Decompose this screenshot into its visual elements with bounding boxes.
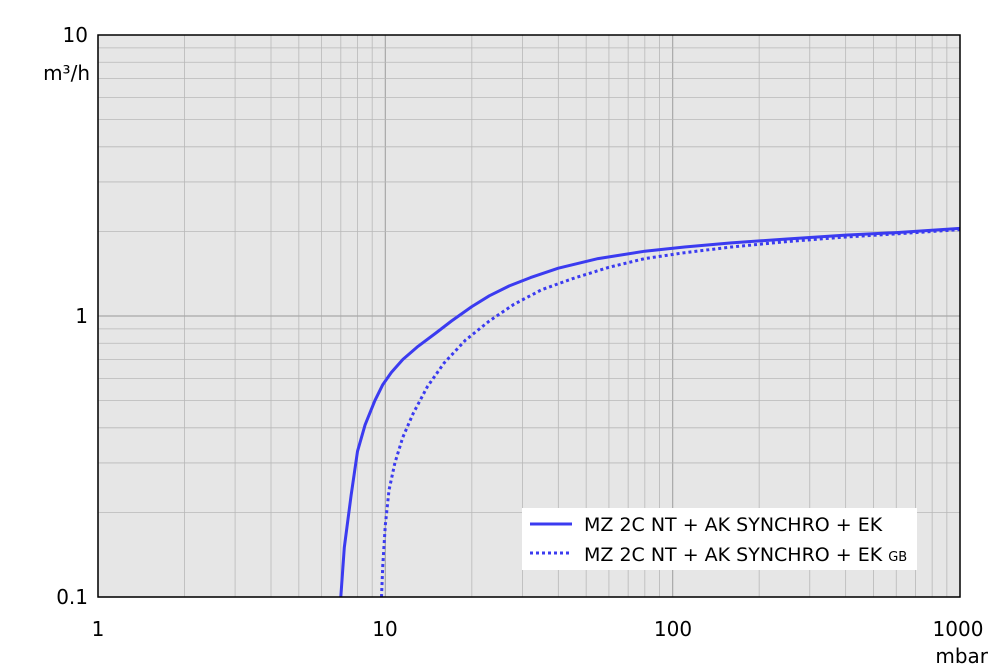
y-axis-unit: m³/h (43, 61, 90, 85)
y-axis-ticks: 0.1 1 10 (56, 23, 88, 609)
y-tick-label: 10 (63, 23, 88, 47)
series-line-solid (339, 226, 961, 598)
x-tick-label: 100 (654, 617, 692, 641)
x-axis-ticks: 1 10 100 1000 (92, 617, 984, 641)
legend-label: MZ 2C NT + AK SYNCHRO + EK (584, 514, 883, 536)
legend-label-main: MZ 2C NT + AK SYNCHRO + EK (584, 544, 883, 566)
x-axis-unit: mbar (935, 644, 988, 668)
legend-box (522, 508, 917, 570)
series-line-dotted (380, 228, 961, 598)
plot-border (97, 34, 961, 598)
series-curves (339, 226, 961, 598)
x-tick-label: 1 (92, 617, 105, 641)
x-tick-label: 10 (372, 617, 397, 641)
legend-label-suffix: GB (888, 550, 907, 565)
legend-label: MZ 2C NT + AK SYNCHRO + EK GB (584, 544, 907, 566)
x-tick-label: 1000 (933, 617, 984, 641)
legend: MZ 2C NT + AK SYNCHRO + EK MZ 2C NT + AK… (522, 508, 917, 570)
y-tick-label: 1 (75, 304, 88, 328)
y-tick-label: 0.1 (56, 585, 88, 609)
